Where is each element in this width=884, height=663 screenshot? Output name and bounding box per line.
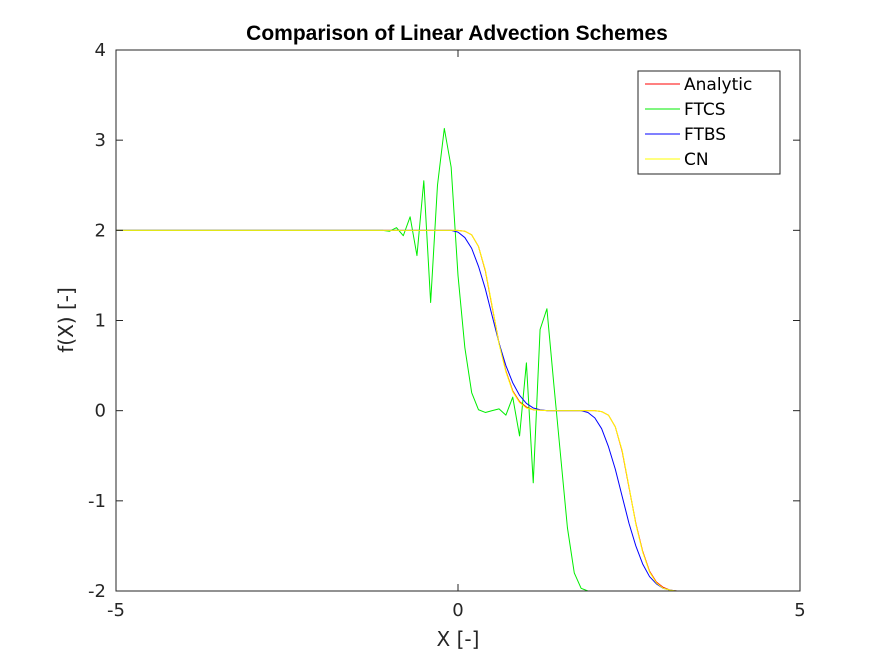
legend-box xyxy=(637,70,781,175)
ticks-layer: -5 0 5 -2 -1 0 1 2 3 4 xyxy=(88,40,806,621)
y-tick-label: -2 xyxy=(88,581,106,602)
legend: Analytic FTCS FTBS CN xyxy=(637,70,781,175)
legend-entries: Analytic FTCS FTBS CN xyxy=(645,75,752,170)
x-axis-label: X [-] xyxy=(437,627,480,651)
y-axis-label: f(X) [-] xyxy=(54,287,78,353)
legend-label-ftbs: FTBS xyxy=(684,125,726,145)
y-tick-label: 0 xyxy=(95,401,106,422)
y-tick-label: -1 xyxy=(88,491,106,512)
chart-title: Comparison of Linear Advection Schemes xyxy=(246,22,668,45)
x-tick-label: -5 xyxy=(107,600,125,621)
y-tick-label: 4 xyxy=(95,40,106,61)
legend-label-analytic: Analytic xyxy=(684,75,752,95)
legend-label-cn: CN xyxy=(684,150,709,170)
x-tick-label: 5 xyxy=(794,600,805,621)
legend-label-ftcs: FTCS xyxy=(684,100,726,120)
y-tick-label: 1 xyxy=(95,311,106,332)
series-line-cn xyxy=(116,229,800,592)
x-tick-label: 0 xyxy=(452,600,463,621)
y-tick-label: 3 xyxy=(95,130,106,151)
y-tick-label: 2 xyxy=(95,220,106,241)
